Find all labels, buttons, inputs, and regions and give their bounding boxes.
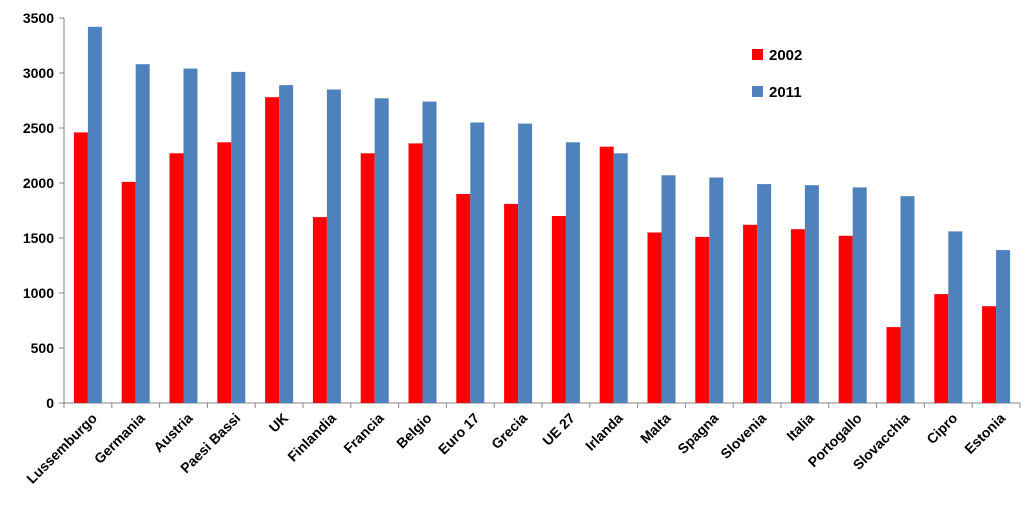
x-tick-label: Belgio [393,410,435,452]
y-tick-label: 1000 [23,285,54,301]
x-tick-label: UE 27 [539,410,578,449]
x-tick-label: Lussemburgo [23,410,100,487]
bar-2011-slovacchia [900,196,915,403]
bar-2011-cipro [948,231,963,403]
bar-2002-malta [647,232,662,403]
bar-2011-austria [183,68,198,403]
x-tick-label: Francia [340,410,387,457]
y-tick-label: 500 [31,340,55,356]
bar-2002-portogallo [838,235,853,403]
bar-2011-estonia [996,250,1011,403]
bar-2011-uk [279,85,294,403]
x-tick-label: Spagna [674,410,721,457]
bar-2002-euro-17 [456,194,471,403]
bar-2011-slovenia [757,184,772,403]
y-tick-label: 3000 [23,65,54,81]
bar-2002-germania [121,181,136,403]
bar-2011-paesi-bassi [231,71,246,404]
y-axis: 0 500 1000 1500 2000 2500 3000 3500 [23,10,65,411]
bar-2002-finlandia [312,217,327,403]
legend-label-2002: 2002 [769,47,802,64]
bar-2011-spagna [709,177,724,403]
legend: 2002 2011 [752,47,802,101]
legend-label-2011: 2011 [769,84,802,101]
bar-2011-finlandia [326,89,341,403]
y-tick-label: 3500 [23,10,54,26]
bar-2011-irlanda [613,153,628,403]
y-tick-label: 0 [46,395,54,411]
bar-2011-portogallo [852,187,867,403]
bar-2002-grecia [504,203,519,403]
bars-group [73,26,1011,404]
x-tick-label: Italia [783,410,817,444]
bar-2011-belgio [422,101,437,403]
x-tick-label: Austria [150,410,196,456]
x-tick-label: Euro 17 [435,410,483,458]
x-tick-label: Irlanda [582,410,626,454]
x-tick-label: Finlandia [284,410,339,465]
bar-2002-slovenia [743,224,758,403]
bar-2002-estonia [982,306,997,403]
legend-swatch-2011 [752,86,763,97]
bar-2002-spagna [695,236,710,403]
bar-2002-lussemburgo [73,132,88,403]
bar-2002-belgio [408,143,423,403]
y-tick-label: 2500 [23,120,54,136]
bar-2002-cipro [934,294,949,403]
x-tick-label: Malta [637,410,674,447]
bar-2011-germania [135,64,150,403]
bar-2011-ue-27 [565,142,580,404]
x-tick-label: Germania [91,410,148,467]
legend-swatch-2002 [752,49,763,60]
bar-2002-ue-27 [551,216,566,403]
bar-2002-uk [265,97,280,403]
bar-2002-irlanda [599,146,614,403]
bar-2011-italia [804,185,819,403]
bar-2011-euro-17 [470,122,485,403]
bar-2002-italia [790,229,805,403]
x-tick-label: Estonia [961,410,1008,457]
x-tick-label: Grecia [488,410,530,452]
bar-2002-austria [169,153,184,403]
x-tick-label: Slovenia [717,410,769,462]
bar-2002-francia [360,153,375,403]
y-tick-label: 2000 [23,175,54,191]
bar-2011-grecia [518,123,533,403]
x-tick-label: Cipro [923,410,960,447]
x-tick-label: UK [266,410,292,436]
bar-2002-slovacchia [886,327,901,403]
y-tick-label: 1500 [23,230,54,246]
bar-2011-malta [661,175,676,403]
bar-2002-paesi-bassi [217,142,232,404]
bar-2011-francia [374,98,389,404]
bar-2011-lussemburgo [87,26,102,404]
